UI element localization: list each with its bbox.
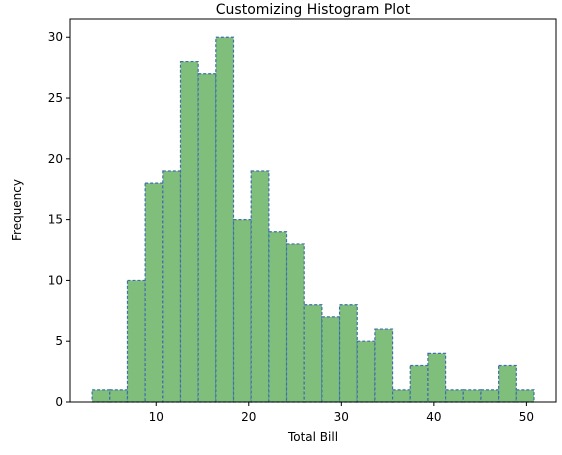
histogram-bar xyxy=(480,389,500,403)
histogram-bar xyxy=(91,389,111,403)
histogram-bar xyxy=(232,219,252,403)
histogram-bar xyxy=(215,36,235,403)
histogram-bar xyxy=(179,60,199,403)
histogram-bar xyxy=(303,304,323,403)
histogram-bar xyxy=(409,364,429,403)
y-tick-label: 5 xyxy=(55,334,63,348)
histogram-bar xyxy=(338,304,358,403)
x-tick-label: 50 xyxy=(519,410,534,424)
y-tick-label: 15 xyxy=(48,213,63,227)
histogram-bar xyxy=(162,170,182,403)
x-tick-label: 40 xyxy=(426,410,441,424)
histogram-bar xyxy=(515,389,535,403)
histogram-bar xyxy=(268,231,288,403)
histogram-bar xyxy=(109,389,129,403)
x-axis-ticks: 10 20 30 40 50 xyxy=(149,402,534,424)
histogram-bar xyxy=(356,340,376,403)
histogram-bar xyxy=(391,389,411,403)
y-axis-ticks: 0 5 10 15 20 25 30 xyxy=(48,30,70,409)
histogram-bar xyxy=(498,364,517,403)
histogram-bar xyxy=(126,279,146,403)
histogram-bar xyxy=(462,389,482,403)
histogram-bar xyxy=(250,170,270,403)
y-tick-label: 0 xyxy=(55,395,63,409)
chart-title: Customizing Histogram Plot xyxy=(216,2,411,18)
y-tick-label: 30 xyxy=(48,30,63,44)
histogram-bar xyxy=(445,389,464,403)
bars-group xyxy=(91,36,535,403)
x-tick-label: 20 xyxy=(241,410,256,424)
x-tick-label: 10 xyxy=(149,410,164,424)
histogram-bar xyxy=(427,352,447,403)
y-tick-label: 25 xyxy=(48,91,63,105)
x-tick-label: 30 xyxy=(334,410,349,424)
histogram-bar xyxy=(144,182,164,403)
plot-frame xyxy=(69,18,557,403)
y-tick-label: 10 xyxy=(48,273,63,287)
y-tick-label: 20 xyxy=(48,152,63,166)
histogram-bar xyxy=(374,328,394,403)
histogram-bar xyxy=(321,316,341,403)
histogram-bar xyxy=(285,243,305,403)
histogram-bar xyxy=(197,73,217,403)
y-axis-label: Frequency xyxy=(10,179,24,241)
x-axis-label: Total Bill xyxy=(287,430,338,444)
